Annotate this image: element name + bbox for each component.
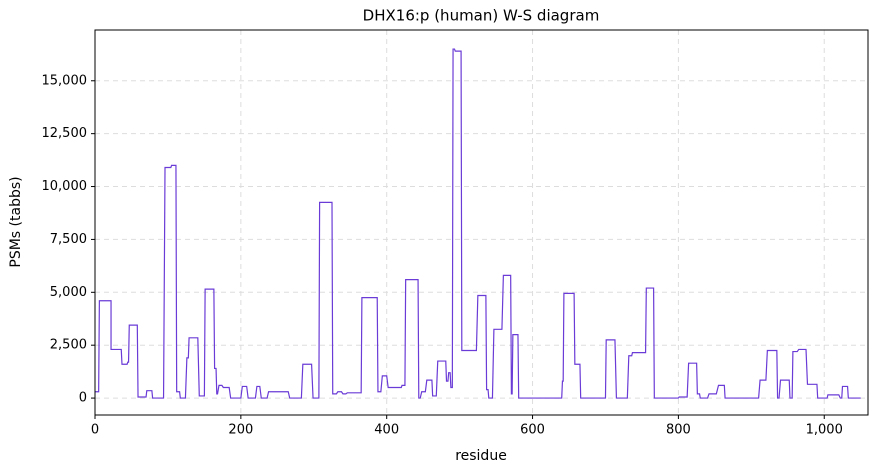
y-tick-label: 0 xyxy=(79,391,87,406)
x-tick-label: 400 xyxy=(374,423,399,438)
chart-title: DHX16:p (human) W-S diagram xyxy=(363,7,600,25)
x-axis-label: residue xyxy=(455,448,507,464)
plot-frame xyxy=(94,29,869,416)
x-tick-label: 0 xyxy=(91,423,99,438)
x-tick-label: 1,000 xyxy=(806,423,843,438)
x-tick-label: 800 xyxy=(666,423,691,438)
data-line xyxy=(95,48,861,399)
y-axis-label: PSMs (tabbs) xyxy=(8,176,24,267)
y-tick-label: 12,500 xyxy=(42,126,88,141)
x-tick-label: 200 xyxy=(228,423,253,438)
y-tick-label: 7,500 xyxy=(50,232,87,247)
y-tick-label: 15,000 xyxy=(42,73,88,88)
y-tick-label: 2,500 xyxy=(50,338,87,353)
y-tick-label: 10,000 xyxy=(42,179,88,194)
y-tick-label: 5,000 xyxy=(50,285,87,300)
x-tick-label: 600 xyxy=(520,423,545,438)
